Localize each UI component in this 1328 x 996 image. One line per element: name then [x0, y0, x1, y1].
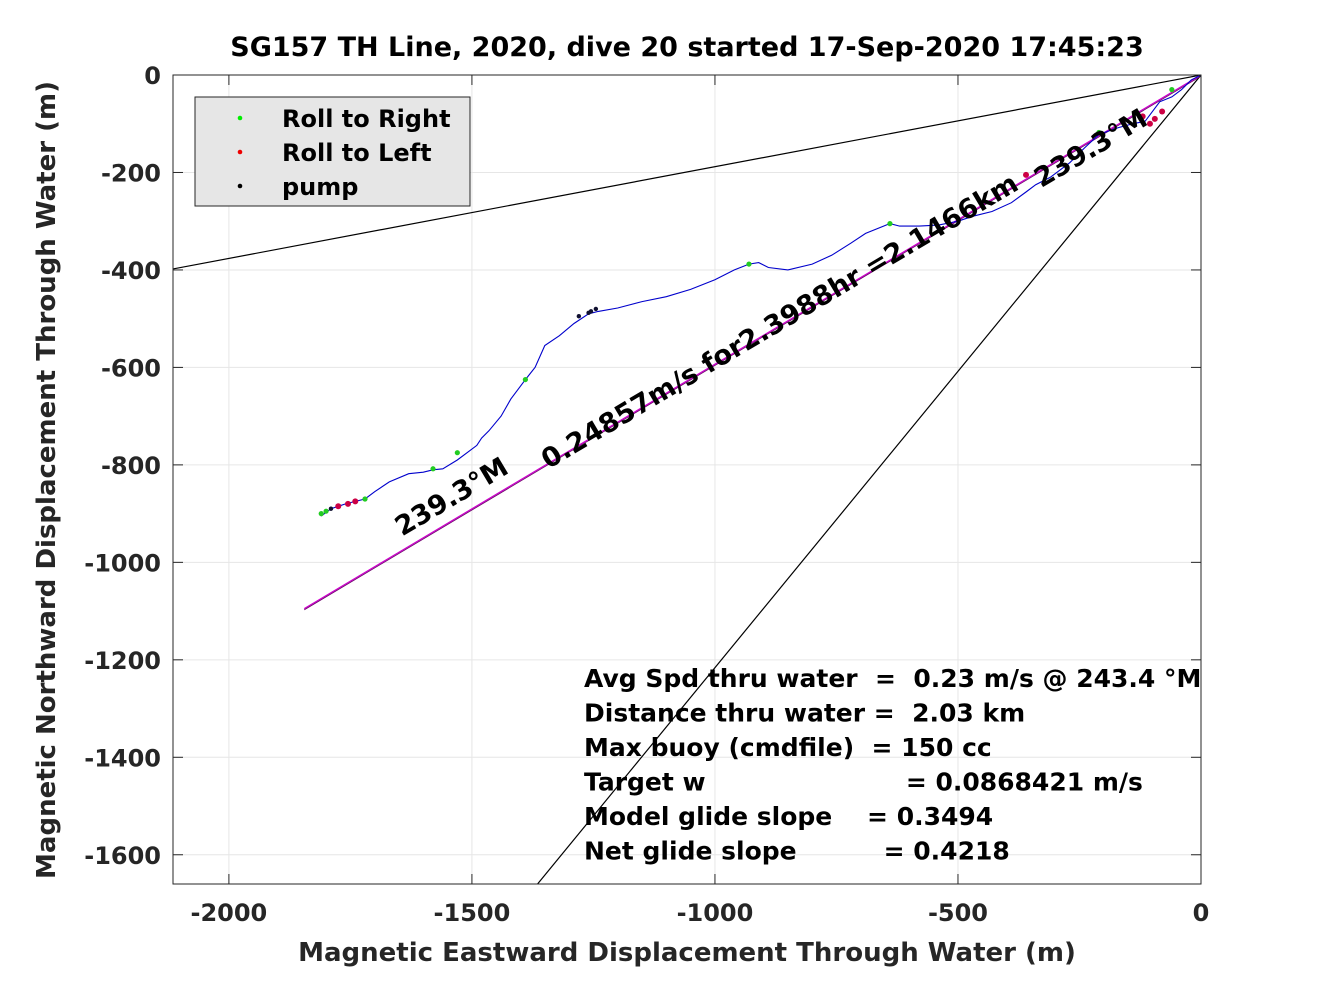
roll-right-point	[323, 508, 329, 514]
roll-right-point	[318, 511, 324, 517]
roll-left-point	[1023, 171, 1030, 178]
x-axis-label: Magnetic Eastward Displacement Through W…	[298, 938, 1076, 968]
stats-line: Distance thru water = 2.03 km	[584, 699, 1025, 728]
x-tick-label: -1000	[677, 899, 754, 927]
roll-right-point	[746, 261, 752, 267]
roll-right-point	[1096, 129, 1102, 136]
y-tick-label: -1400	[84, 744, 161, 772]
roll-right-point	[454, 450, 460, 456]
roll-left-point	[1146, 120, 1153, 127]
legend-label: pump	[282, 173, 358, 201]
heading-line-shadow	[304, 75, 1201, 611]
pump-point	[1198, 75, 1201, 78]
roll-left-point	[1159, 108, 1166, 115]
legend-label: Roll to Right	[282, 105, 451, 133]
stats-line: Model glide slope = 0.3494	[584, 802, 993, 831]
pump-point	[328, 506, 334, 511]
chart-title: SG157 TH Line, 2020, dive 20 started 17-…	[230, 32, 1144, 63]
y-axis-label: Magnetic Northward Displacement Through …	[32, 81, 62, 879]
legend-marker	[237, 183, 243, 189]
x-tick-label: -1500	[434, 899, 511, 927]
roll-left-point	[352, 498, 359, 505]
stats-line: Net glide slope = 0.4218	[584, 837, 1010, 866]
plot-frame	[172, 74, 1202, 885]
legend-marker	[237, 149, 243, 155]
roll-right-point	[522, 376, 528, 383]
roll-left-point	[335, 503, 342, 510]
stats-block: Avg Spd thru water = 0.23 m/s @ 243.4 °M…	[584, 664, 1201, 866]
x-tick-label: 0	[1193, 899, 1210, 927]
roll-left-point	[1151, 115, 1158, 122]
roll-right-point	[887, 221, 893, 227]
y-tick-label: -1000	[84, 549, 161, 577]
x-tick-label: -500	[928, 899, 988, 927]
tick-labels: -2000 -1500 -1000 -500 0 0 -200 -400 -600 -800 -10…	[84, 62, 1209, 927]
x-tick-label: -2000	[191, 899, 268, 927]
y-tick-label: -200	[101, 159, 161, 187]
stats-line: Max buoy (cmdfile) = 150 cc	[584, 733, 992, 762]
track-line	[320, 75, 1201, 517]
y-tick-label: -600	[101, 354, 161, 382]
roll-left-point	[1139, 113, 1146, 120]
roll-left-point	[344, 500, 351, 507]
legend-label: Roll to Left	[282, 139, 432, 167]
heading-line	[303, 75, 1201, 610]
stats-line: Target w = 0.0868421 m/s	[584, 768, 1143, 797]
y-tick-label: 0	[144, 62, 161, 90]
pump-point	[593, 306, 599, 312]
pump-point	[586, 310, 591, 316]
y-tick-label: -400	[101, 257, 161, 285]
y-tick-label: -800	[101, 452, 161, 480]
roll-right-point	[1169, 87, 1175, 93]
cone-line	[537, 75, 1201, 884]
roll-right-point	[430, 466, 436, 472]
y-tick-label: -1200	[84, 647, 161, 675]
plot-area	[173, 75, 1201, 884]
pump-point	[576, 314, 582, 319]
legend: Roll to Right Roll to Left pump	[194, 96, 471, 207]
y-tick-label: -1600	[84, 842, 161, 870]
roll-right-point	[362, 496, 368, 502]
cone-line	[173, 75, 1201, 270]
legend-marker	[237, 115, 243, 121]
stats-line: Avg Spd thru water = 0.23 m/s @ 243.4 °M	[584, 664, 1201, 693]
grid	[173, 74, 1202, 884]
